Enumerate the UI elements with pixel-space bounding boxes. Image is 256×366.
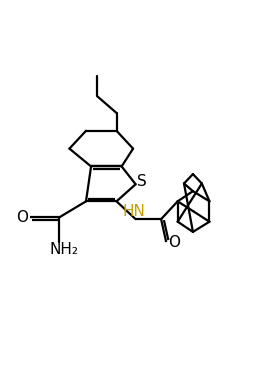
Text: S: S: [137, 174, 147, 189]
Text: NH₂: NH₂: [50, 242, 79, 257]
Text: HN: HN: [122, 204, 145, 219]
Text: O: O: [16, 210, 28, 225]
Text: O: O: [168, 235, 180, 250]
